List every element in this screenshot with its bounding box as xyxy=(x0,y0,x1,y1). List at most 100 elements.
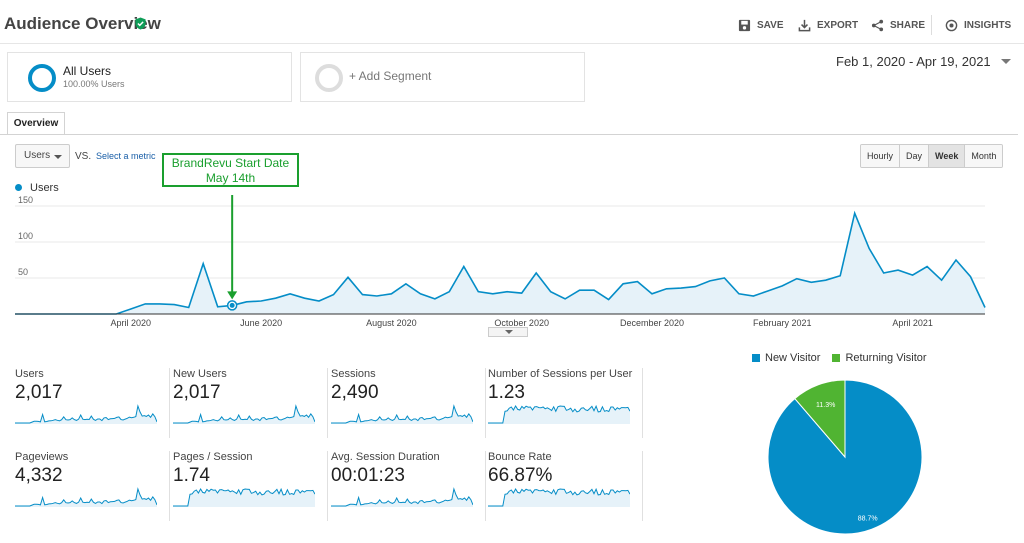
metric-value: 1.74 xyxy=(173,465,210,486)
sparkline-line xyxy=(331,487,473,507)
sparkline-line xyxy=(488,487,630,507)
tab-overview[interactable]: Overview xyxy=(7,112,65,135)
annotation-marker-dot xyxy=(229,302,235,308)
toolbar-divider xyxy=(931,15,932,35)
save-icon xyxy=(738,19,751,32)
metric-value: 2,490 xyxy=(331,382,379,403)
y-tick-label: 100 xyxy=(18,231,33,241)
pie-slice-returning-visitor[interactable] xyxy=(794,379,846,459)
insights-icon xyxy=(945,19,958,32)
sparkline-area xyxy=(331,489,473,507)
metric-card-pageviews[interactable]: Pageviews 4,332 xyxy=(15,451,170,521)
metric-sparkline xyxy=(15,404,157,424)
share-icon xyxy=(871,19,884,32)
tab-divider xyxy=(0,134,1018,135)
metric-sparkline xyxy=(488,487,630,507)
users-line xyxy=(15,210,986,315)
metric-card-sessions[interactable]: Sessions 2,490 xyxy=(331,368,486,438)
metric-sparkline xyxy=(331,487,473,507)
segment-percent: 100.00% Users xyxy=(63,79,125,89)
metric-label: Number of Sessions per User xyxy=(488,368,633,380)
sparkline-area xyxy=(15,489,157,507)
metric-value: 66.87% xyxy=(488,465,553,486)
metric-value: 2,017 xyxy=(173,382,221,403)
pie-legend-item-new-visitor: New Visitor xyxy=(752,352,820,364)
x-tick-label: April 2020 xyxy=(111,318,152,328)
save-button[interactable]: SAVE xyxy=(738,19,784,32)
annotation-line-1: BrandRevu Start Date xyxy=(171,156,290,170)
sparkline-line xyxy=(173,404,315,424)
x-tick-label: June 2020 xyxy=(240,318,282,328)
sparkline-area xyxy=(173,406,315,424)
metric-card-users[interactable]: Users 2,017 xyxy=(15,368,170,438)
pie-slice-label: 88.7% xyxy=(858,515,878,522)
granularity-toggle: Hourly Day Week Month xyxy=(860,144,1004,168)
x-tick-label: April 2021 xyxy=(892,318,933,328)
empty-segment-ring-icon xyxy=(315,64,343,92)
users-line-chart[interactable]: 150 100 50 April 2020 June 2020 August 2020 Oc… xyxy=(0,195,1024,335)
report-header xyxy=(0,0,1024,44)
x-tick-label: December 2020 xyxy=(620,318,684,328)
legend-label: Users xyxy=(30,182,59,194)
y-tick-label: 50 xyxy=(18,267,28,277)
metric-sparkline xyxy=(173,487,315,507)
select-metric-link[interactable]: Select a metric xyxy=(96,151,156,161)
segment-color-ring-icon xyxy=(28,64,56,92)
metric-value: 00:01:23 xyxy=(331,465,405,486)
sparkline-line xyxy=(15,404,157,424)
metric-label: Sessions xyxy=(331,368,376,380)
share-button[interactable]: SHARE xyxy=(871,19,925,32)
granularity-hourly-button[interactable]: Hourly xyxy=(861,145,901,167)
pie-legend-item-returning-visitor: Returning Visitor xyxy=(832,352,927,364)
metric-select-value: Users xyxy=(24,150,51,161)
metric-sparkline xyxy=(488,404,630,424)
granularity-month-button[interactable]: Month xyxy=(965,145,1003,167)
x-tick-label: October 2020 xyxy=(494,318,549,328)
metric-card-bounce-rate[interactable]: Bounce Rate 66.87% xyxy=(488,451,643,521)
export-button[interactable]: EXPORT xyxy=(798,19,858,32)
legend-swatch xyxy=(15,184,22,191)
date-range-picker[interactable]: Feb 1, 2020 - Apr 19, 2021 xyxy=(836,54,1011,69)
sparkline-line xyxy=(173,487,315,507)
insights-button[interactable]: INSIGHTS xyxy=(945,19,1011,32)
granularity-week-button[interactable]: Week xyxy=(929,145,966,167)
metric-label: New Users xyxy=(173,368,227,380)
insights-label: INSIGHTS xyxy=(964,20,1012,31)
segment-all-users[interactable]: All Users 100.00% Users xyxy=(7,52,292,102)
annotation-line-2: May 14th xyxy=(205,171,256,185)
metric-label: Pageviews xyxy=(15,451,69,463)
legend-swatch xyxy=(752,354,760,362)
users-area xyxy=(15,213,985,314)
granularity-day-button[interactable]: Day xyxy=(900,145,930,167)
metric-card-pages-per-session[interactable]: Pages / Session 1.74 xyxy=(173,451,328,521)
chart-collapse-handle[interactable] xyxy=(488,327,528,337)
date-range-text: Feb 1, 2020 - Apr 19, 2021 xyxy=(836,54,991,69)
metric-select[interactable]: Users xyxy=(15,144,70,168)
metric-label: Pages / Session xyxy=(173,451,253,463)
y-tick-label: 150 xyxy=(18,195,33,205)
pie-slice-label: 11.3% xyxy=(816,402,835,409)
add-segment-label: + Add Segment xyxy=(349,69,432,83)
metric-value: 2,017 xyxy=(15,382,63,403)
x-tick-label: February 2021 xyxy=(753,318,812,328)
metric-label: Users xyxy=(15,368,44,380)
annotation-arrow-head xyxy=(227,291,238,300)
visitor-type-pie-chart[interactable]: 88.7% 11.3% xyxy=(766,378,924,536)
pie-legend-label: New Visitor xyxy=(765,352,821,364)
chevron-down-icon xyxy=(54,155,62,159)
sparkline-line xyxy=(488,404,630,424)
metric-sparkline xyxy=(173,404,315,424)
metric-card-new-users[interactable]: New Users 2,017 xyxy=(173,368,328,438)
metric-card-sessions-per-user[interactable]: Number of Sessions per User 1.23 xyxy=(488,368,643,438)
add-segment-button[interactable]: + Add Segment xyxy=(300,52,585,102)
chevron-down-icon xyxy=(1000,59,1011,64)
sparkline-line xyxy=(331,404,473,424)
sparkline-area xyxy=(15,406,157,424)
metric-card-avg-session-duration[interactable]: Avg. Session Duration 00:01:23 xyxy=(331,451,486,521)
metric-value: 4,332 xyxy=(15,465,63,486)
chevron-down-icon xyxy=(505,330,513,334)
annotation-callout: BrandRevu Start Date May 14th xyxy=(162,153,299,187)
share-label: SHARE xyxy=(890,20,926,31)
metric-sparkline xyxy=(331,404,473,424)
vs-label: VS. xyxy=(75,151,92,162)
